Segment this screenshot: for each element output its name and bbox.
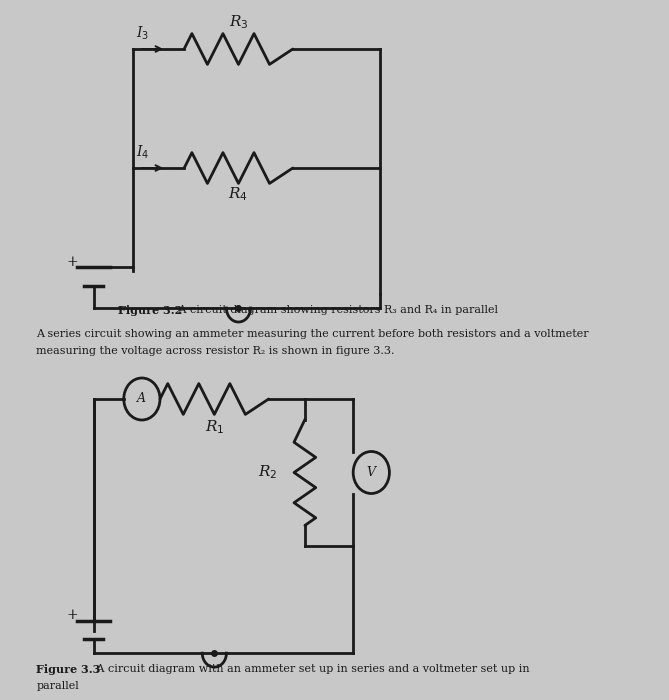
Text: measuring the voltage across resistor R₂ is shown in figure 3.3.: measuring the voltage across resistor R₂… <box>36 346 395 356</box>
Text: A circuit diagram with an ammeter set up in series and a voltmeter set up in: A circuit diagram with an ammeter set up… <box>93 664 530 673</box>
Text: +: + <box>67 255 78 269</box>
Text: R$_3$: R$_3$ <box>229 14 248 32</box>
Text: V: V <box>367 466 376 479</box>
Text: A: A <box>137 393 147 405</box>
Text: +: + <box>67 608 78 622</box>
Text: A series circuit showing an ammeter measuring the current before both resistors : A series circuit showing an ammeter meas… <box>36 329 589 339</box>
Text: I$_3$: I$_3$ <box>136 25 149 42</box>
Text: R$_1$: R$_1$ <box>205 419 224 436</box>
Text: parallel: parallel <box>36 681 79 691</box>
Text: I$_4$: I$_4$ <box>136 144 149 161</box>
Text: R$_4$: R$_4$ <box>229 186 248 203</box>
Text: A circuit diagram showing resistors R₃ and R₄ in parallel: A circuit diagram showing resistors R₃ a… <box>175 304 498 314</box>
Text: R$_2$: R$_2$ <box>258 463 278 482</box>
Text: Figure 3.3: Figure 3.3 <box>36 664 100 675</box>
Text: Figure 3.2: Figure 3.2 <box>118 304 182 316</box>
